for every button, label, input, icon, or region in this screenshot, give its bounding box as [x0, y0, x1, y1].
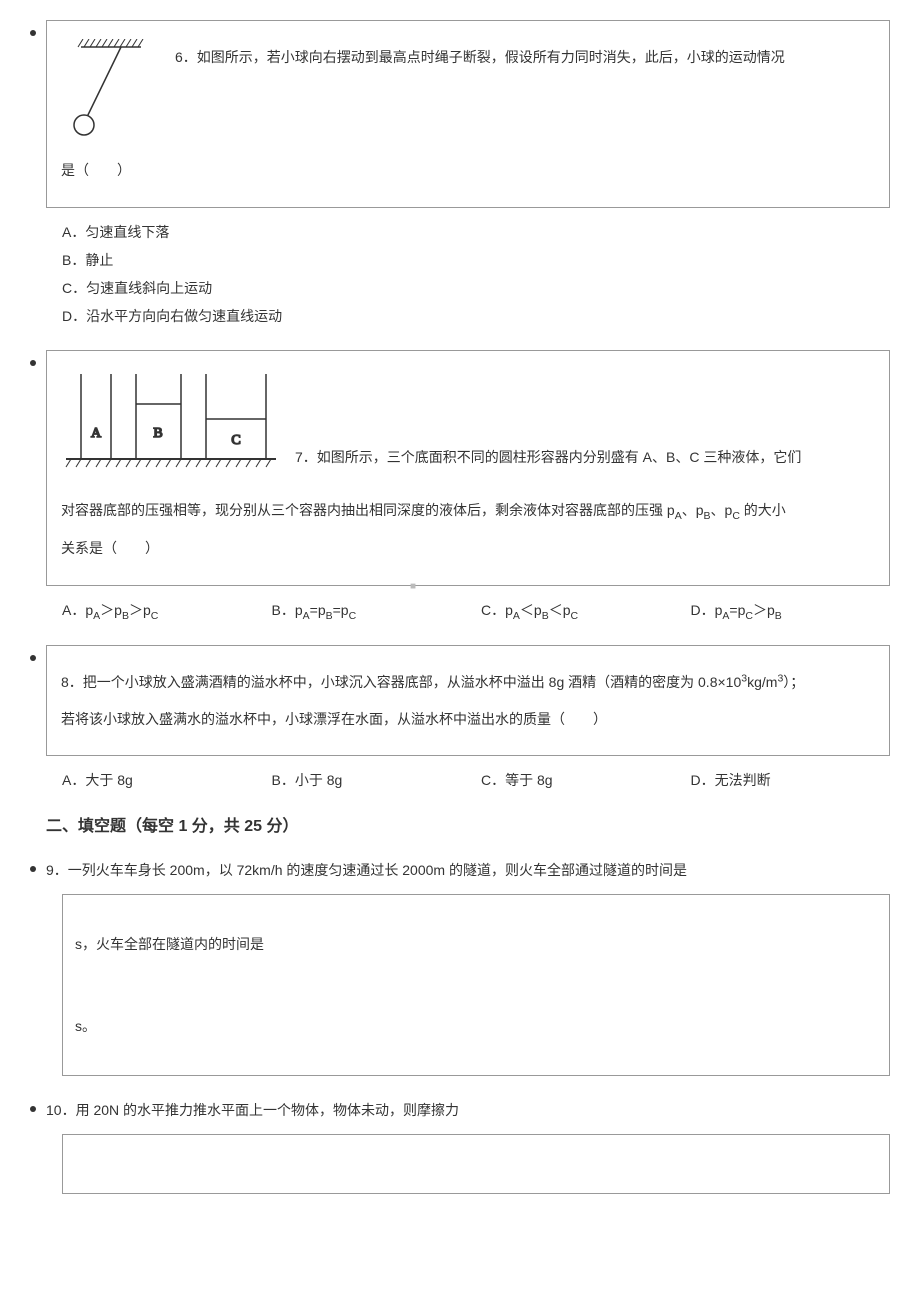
- q10-text: 10．用 20N 的水平推力推水平面上一个物体，物体未动，则摩擦力: [46, 1096, 890, 1124]
- containers-figure: A B: [61, 369, 281, 492]
- q7-options: A．pA＞pB＞pC B．pA=pB=pC C．pA＜pB＜pC D．pA=pC…: [62, 598, 890, 626]
- q7-line2: 对容器底部的压强相等，现分别从三个容器内抽出相同深度的液体后，剩余液体对容器底部…: [61, 492, 875, 530]
- q8-option-d[interactable]: D．无法判断: [691, 768, 891, 793]
- bullet-icon: [30, 866, 36, 872]
- question-8-box: 8．把一个小球放入盛满酒精的溢水杯中，小球沉入容器底部，从溢水杯中溢出 8g 酒…: [46, 645, 890, 756]
- svg-text:A: A: [91, 426, 102, 441]
- q7-option-d[interactable]: D．pA=pC＞pB: [691, 598, 891, 626]
- q6-options: A．匀速直线下落 B．静止 C．匀速直线斜向上运动 D．沿水平方向向右做匀速直线…: [62, 218, 890, 330]
- q8-option-a[interactable]: A．大于 8g: [62, 768, 262, 793]
- q9-text: 9．一列火车车身长 200m，以 72km/h 的速度匀速通过长 2000m 的…: [46, 856, 890, 884]
- q7-option-c[interactable]: C．pA＜pB＜pC: [481, 598, 681, 626]
- section-2-title: 二、填空题（每空 1 分，共 25 分）: [46, 813, 890, 842]
- q7-line3: 关系是（ ）: [61, 530, 875, 566]
- question-6-text: 6．如图所示，若小球向右摆动到最高点时绳子断裂，假设所有力同时消失，此后，小球的…: [175, 39, 785, 75]
- q8-line1: 8．把一个小球放入盛满酒精的溢水杯中，小球沉入容器底部，从溢水杯中溢出 8g 酒…: [61, 664, 875, 700]
- q6-option-c[interactable]: C．匀速直线斜向上运动: [62, 274, 890, 302]
- question-9: 9．一列火车车身长 200m，以 72km/h 的速度匀速通过长 2000m 的…: [30, 856, 890, 1076]
- bullet-icon: [30, 30, 36, 36]
- q8-line2: 若将该小球放入盛满水的溢水杯中，小球漂浮在水面，从溢水杯中溢出水的质量（ ）: [61, 701, 875, 737]
- svg-text:C: C: [231, 433, 240, 448]
- pendulum-figure: [61, 39, 161, 152]
- q6-line2: 是（ ）: [61, 152, 875, 188]
- q10-blank-box[interactable]: [62, 1134, 890, 1194]
- question-7: A B: [30, 350, 890, 626]
- q8-option-b[interactable]: B．小于 8g: [272, 768, 472, 793]
- question-6-box: 6．如图所示，若小球向右摆动到最高点时绳子断裂，假设所有力同时消失，此后，小球的…: [46, 20, 890, 208]
- q7-option-b[interactable]: B．pA=pB=pC: [272, 598, 472, 626]
- svg-text:B: B: [153, 426, 162, 441]
- q6-option-d[interactable]: D．沿水平方向向右做匀速直线运动: [62, 302, 890, 330]
- question-10: 10．用 20N 的水平推力推水平面上一个物体，物体未动，则摩擦力: [30, 1096, 890, 1194]
- bullet-icon: [30, 1106, 36, 1112]
- q9-blank-1: s，火车全部在隧道内的时间是: [75, 923, 877, 965]
- q6-option-a[interactable]: A．匀速直线下落: [62, 218, 890, 246]
- question-6: 6．如图所示，若小球向右摆动到最高点时绳子断裂，假设所有力同时消失，此后，小球的…: [30, 20, 890, 330]
- q7-option-a[interactable]: A．pA＞pB＞pC: [62, 598, 262, 626]
- q9-blank-box[interactable]: s，火车全部在隧道内的时间是 s。: [62, 894, 890, 1076]
- bullet-icon: [30, 360, 36, 366]
- q8-options: A．大于 8g B．小于 8g C．等于 8g D．无法判断: [62, 768, 890, 793]
- q6-line1: 6．如图所示，若小球向右摆动到最高点时绳子断裂，假设所有力同时消失，此后，小球的…: [175, 49, 785, 65]
- q8-option-c[interactable]: C．等于 8g: [481, 768, 681, 793]
- question-7-box: A B: [46, 350, 890, 586]
- q6-option-b[interactable]: B．静止: [62, 246, 890, 274]
- bullet-icon: [30, 655, 36, 661]
- q9-blank-2: s。: [75, 1005, 877, 1047]
- q7-line1: 7．如图所示，三个底面积不同的圆柱形容器内分别盛有 A、B、C 三种液体，它们: [295, 369, 801, 475]
- question-8: 8．把一个小球放入盛满酒精的溢水杯中，小球沉入容器底部，从溢水杯中溢出 8g 酒…: [30, 645, 890, 793]
